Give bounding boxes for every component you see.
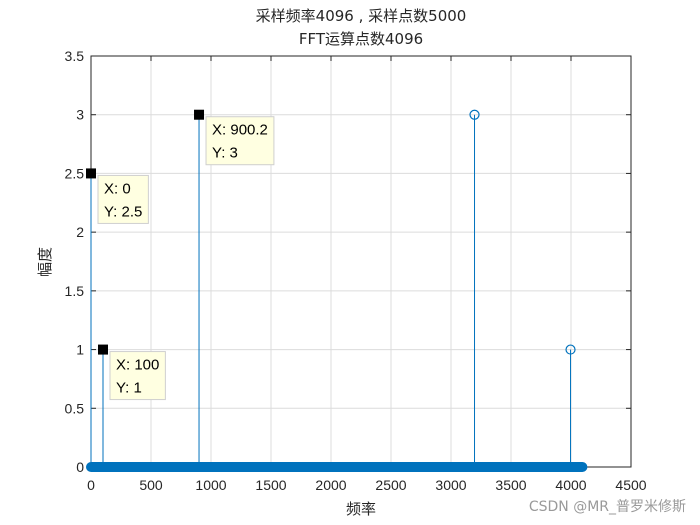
y-tick-label: 2 — [76, 224, 84, 240]
y-tick-label: 0 — [76, 459, 84, 475]
datatip: X: 900.2 Y: 3 — [205, 116, 275, 166]
x-tick-label: 1500 — [255, 477, 286, 493]
x-tick-label: 4000 — [555, 477, 586, 493]
stem-marker — [469, 109, 480, 120]
x-axis-label: 频率 — [346, 500, 376, 518]
y-axis-ticks: 0 0.5 1 1.5 2 2.5 3 3.5 — [65, 48, 631, 475]
x-tick-label: 2000 — [315, 477, 346, 493]
x-tick-label: 3000 — [435, 477, 466, 493]
datatip-marker — [98, 344, 108, 355]
datatip-x-label: X: 100 — [116, 357, 159, 374]
y-tick-label: 0.5 — [65, 400, 85, 416]
datatip: X: 0 Y: 2.5 — [97, 174, 149, 224]
plot-area-frame — [90, 55, 632, 468]
datatip-box — [205, 116, 275, 166]
grid-lines — [91, 56, 631, 467]
datatip-marker — [86, 168, 96, 179]
data-tips: X: 0 Y: 2.5 X: 100 Y: 1 X: 900.2 Y: 3 — [97, 116, 275, 401]
datatip: X: 100 Y: 1 — [109, 351, 166, 401]
datatip-x-label: X: 900.2 — [212, 122, 268, 139]
x-tick-label: 0 — [87, 477, 95, 493]
x-tick-label: 4500 — [615, 477, 646, 493]
stem-series — [86, 109, 588, 472]
y-tick-label: 3.5 — [65, 48, 85, 64]
datatip-x-label: X: 0 — [104, 180, 131, 197]
datatip-y-label: Y: 2.5 — [104, 203, 142, 220]
datatip-y-label: Y: 3 — [212, 145, 238, 162]
y-tick-label: 1 — [76, 342, 84, 358]
x-tick-label: 2500 — [375, 477, 406, 493]
y-tick-label: 2.5 — [65, 165, 85, 181]
x-axis-ticks: 0 500 1000 1500 2000 2500 3000 3500 4000 4500 — [87, 56, 647, 493]
datatip-box — [109, 351, 166, 401]
x-tick-label: 1000 — [195, 477, 226, 493]
chart-title-line1: 采样频率4096 , 采样点数5000 — [256, 7, 467, 25]
watermark: CSDN @MR_普罗米修斯 — [529, 499, 686, 515]
datatip-y-label: Y: 1 — [116, 380, 142, 397]
y-tick-label: 1.5 — [65, 283, 85, 299]
datatip-marker — [194, 109, 205, 120]
y-axis-label: 幅度 — [36, 247, 54, 277]
y-tick-label: 3 — [76, 107, 84, 123]
x-tick-label: 3500 — [495, 477, 526, 493]
datatip-box — [97, 174, 149, 224]
chart-title-line2: FFT运算点数4096 — [299, 30, 423, 48]
stem-marker — [565, 344, 576, 355]
x-tick-label: 500 — [139, 477, 163, 493]
